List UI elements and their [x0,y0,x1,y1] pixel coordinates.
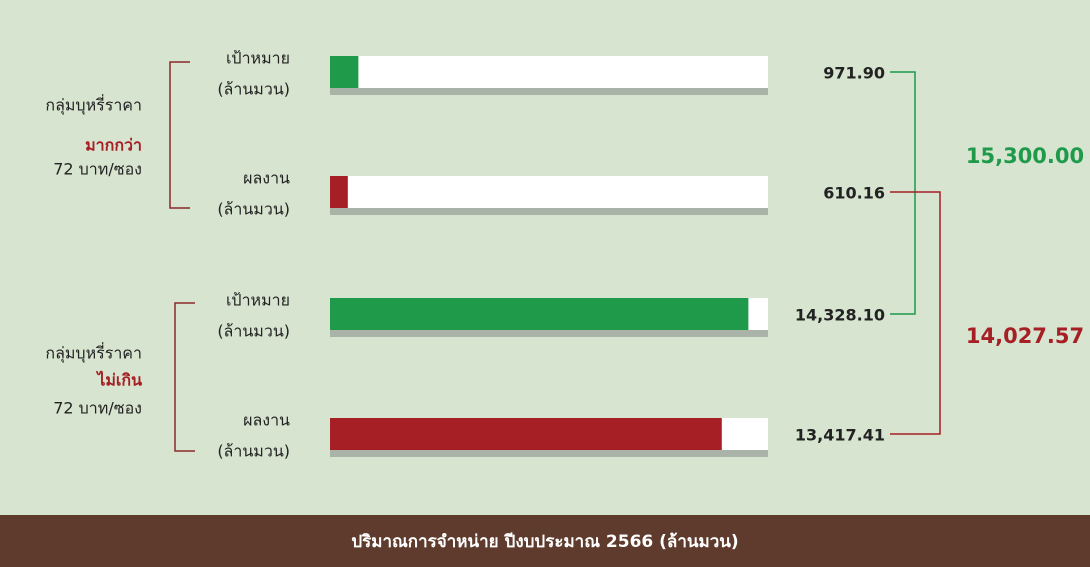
group-label: กลุ่มบุหรี่ราคา [45,342,142,364]
group-note: 72 บาท/ซอง [53,160,142,179]
bar-shadow [330,208,768,215]
bar [330,418,722,450]
chart-title: ปริมาณการจำหน่าย ปีงบประมาณ 2566 (ล้านมว… [351,531,738,552]
bar [330,298,749,330]
group-highlight: มากกว่า [85,136,142,155]
group-label: กลุ่มบุหรี่ราคา [45,94,142,116]
category-label: เป้าหมาย [226,291,290,310]
bar-track [330,176,768,208]
bar-shadow [330,330,768,337]
value-label: 971.90 [823,64,885,83]
bar [330,176,348,208]
value-label: 14,328.10 [795,306,885,325]
total-connector [890,191,941,435]
category-label: ผลงาน [243,411,290,430]
total-label: 15,300.00 [966,144,1084,168]
unit-label: (ล้านมวน) [217,80,290,99]
value-label: 610.16 [823,184,885,203]
value-label: 13,417.41 [795,426,885,445]
bar-shadow [330,450,768,457]
total-label: 14,027.57 [966,324,1084,348]
group-note: 72 บาท/ซอง [53,399,142,418]
category-label: ผลงาน [243,169,290,188]
group-highlight: ไม่เกิน [95,371,142,390]
group-bracket [169,61,190,209]
footer-band [0,515,1090,567]
group-bracket [174,302,195,452]
bar-track [330,56,768,88]
category-label: เป้าหมาย [226,49,290,68]
bar-shadow [330,88,768,95]
unit-label: (ล้านมวน) [217,322,290,341]
unit-label: (ล้านมวน) [217,200,290,219]
total-connector [890,71,916,315]
bar [330,56,359,88]
unit-label: (ล้านมวน) [217,442,290,461]
